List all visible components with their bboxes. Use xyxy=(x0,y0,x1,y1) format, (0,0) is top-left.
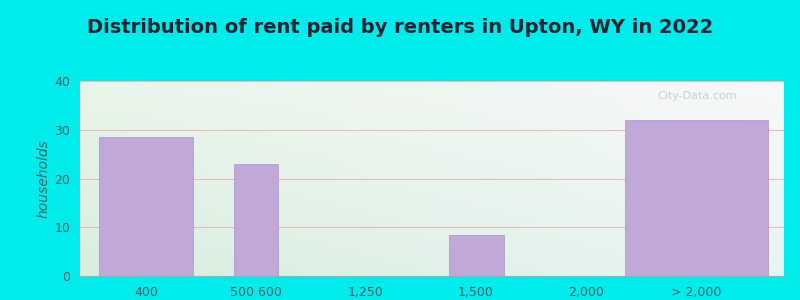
Bar xyxy=(625,120,767,276)
Text: City-Data.com: City-Data.com xyxy=(658,91,737,101)
Bar xyxy=(449,235,503,276)
Y-axis label: households: households xyxy=(36,139,50,218)
Bar xyxy=(234,164,278,276)
Bar xyxy=(99,137,193,276)
Text: Distribution of rent paid by renters in Upton, WY in 2022: Distribution of rent paid by renters in … xyxy=(87,18,713,37)
